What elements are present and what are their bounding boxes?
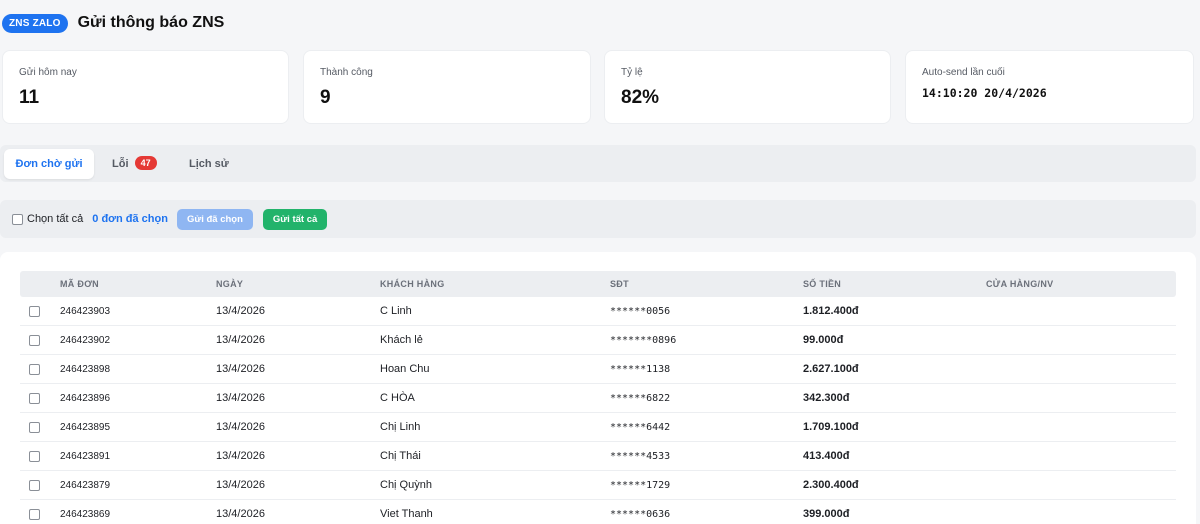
order-id-cell: 246423896 — [60, 393, 111, 404]
error-count-badge: 47 — [134, 156, 157, 170]
page-header: ZNS ZALO Gửi thông báo ZNS — [0, 11, 224, 35]
stat-value: 82% — [621, 87, 660, 108]
table-row[interactable]: 246423903 13/4/2026 C Linh ******0056 1.812.… — [20, 297, 1176, 326]
order-id-cell: 246423898 — [60, 364, 111, 375]
stat-card-success: Thành công 9 — [303, 50, 591, 124]
tab-history[interactable]: Lịch sử — [189, 158, 229, 170]
select-all-label: Chọn tất cả — [27, 213, 84, 225]
date-cell: 13/4/2026 — [216, 392, 265, 404]
amount-cell: 1.709.100đ — [803, 421, 859, 433]
column-header-phone: SĐT — [610, 279, 629, 289]
customer-cell: Chị Thái — [380, 450, 421, 462]
zns-zalo-badge: ZNS ZALO — [2, 13, 68, 33]
amount-cell: 342.300đ — [803, 392, 850, 404]
row-checkbox[interactable] — [29, 306, 40, 317]
row-checkbox[interactable] — [29, 364, 40, 375]
table-row[interactable]: 246423898 13/4/2026 Hoan Chu ******1138 2.62… — [20, 355, 1176, 384]
bulk-actions-bar: Chọn tất cả 0 đơn đã chọn Gửi đã chọn Gử… — [0, 200, 1196, 238]
date-cell: 13/4/2026 — [216, 421, 265, 433]
date-cell: 13/4/2026 — [216, 508, 265, 520]
phone-cell: ******1138 — [610, 364, 671, 375]
stat-value: 11 — [19, 87, 40, 108]
customer-cell: Chị Linh — [380, 421, 421, 433]
table-row[interactable]: 246423895 13/4/2026 Chị Linh ******6442 1.70… — [20, 413, 1176, 442]
column-header-order-id: MÃ ĐƠN — [60, 279, 99, 289]
stat-card-rate: Tỷ lệ 82% — [604, 50, 891, 124]
select-all-checkbox[interactable]: Chọn tất cả — [12, 213, 83, 225]
stats-row: Gửi hôm nay 11 Thành công 9 Tỷ lệ 82% Au… — [0, 50, 1200, 124]
send-selected-button[interactable]: Gửi đã chọn — [176, 208, 253, 230]
stat-card-last-auto-send: Auto-send lần cuối 14:10:20 20/4/2026 — [905, 50, 1194, 124]
stat-label: Auto-send lần cuối — [922, 67, 1005, 78]
row-checkbox[interactable] — [29, 393, 40, 404]
phone-cell: *******0896 — [610, 335, 677, 346]
order-id-cell: 246423903 — [60, 306, 111, 317]
customer-cell: Hoan Chu — [380, 363, 430, 375]
amount-cell: 413.400đ — [803, 450, 850, 462]
row-checkbox[interactable] — [29, 451, 40, 462]
amount-cell: 99.000đ — [803, 334, 844, 346]
selected-count: 0 đơn đã chọn — [92, 213, 168, 225]
order-id-cell: 246423879 — [60, 480, 111, 491]
table-row[interactable]: 246423891 13/4/2026 Chị Thái ******4533 413.… — [20, 442, 1176, 471]
page-title: Gửi thông báo ZNS — [77, 14, 225, 31]
customer-cell: Viet Thanh — [380, 508, 433, 520]
order-id-cell: 246423869 — [60, 509, 111, 520]
customer-cell: C Linh — [380, 305, 412, 317]
row-checkbox[interactable] — [29, 335, 40, 346]
stat-value: 9 — [320, 87, 331, 108]
table-header: MÃ ĐƠN NGÀY KHÁCH HÀNG SĐT SỐ TIỀN CỬA H… — [20, 271, 1176, 297]
amount-cell: 1.812.400đ — [803, 305, 859, 317]
tab-bar: Đơn chờ gửi Lỗi 47 Lịch sử — [0, 145, 1196, 182]
stat-label: Thành công — [320, 67, 373, 78]
phone-cell: ******0056 — [610, 306, 671, 317]
row-checkbox[interactable] — [29, 480, 40, 491]
tab-errors[interactable]: Lỗi 47 — [112, 149, 157, 179]
date-cell: 13/4/2026 — [216, 363, 265, 375]
order-id-cell: 246423891 — [60, 451, 111, 462]
date-cell: 13/4/2026 — [216, 334, 265, 346]
column-header-amount: SỐ TIỀN — [803, 279, 842, 289]
send-all-button[interactable]: Gửi tất cả — [262, 208, 328, 230]
column-header-customer: KHÁCH HÀNG — [380, 279, 445, 289]
stat-label: Tỷ lệ — [621, 67, 643, 78]
orders-table: MÃ ĐƠN NGÀY KHÁCH HÀNG SĐT SỐ TIỀN CỬA H… — [0, 252, 1196, 524]
row-checkbox[interactable] — [29, 422, 40, 433]
column-header-store: CỬA HÀNG/NV — [986, 279, 1054, 289]
checkbox-icon[interactable] — [12, 213, 23, 225]
column-header-date: NGÀY — [216, 279, 244, 289]
amount-cell: 399.000đ — [803, 508, 850, 520]
table-row[interactable]: 246423902 13/4/2026 Khách lẻ *******0896 99.… — [20, 326, 1176, 355]
customer-cell: Khách lẻ — [380, 334, 423, 346]
phone-cell: ******6822 — [610, 393, 671, 404]
date-cell: 13/4/2026 — [216, 479, 265, 491]
date-cell: 13/4/2026 — [216, 305, 265, 317]
phone-cell: ******6442 — [610, 422, 671, 433]
date-cell: 13/4/2026 — [216, 450, 265, 462]
stat-label: Gửi hôm nay — [19, 67, 77, 78]
table-row[interactable]: 246423896 13/4/2026 C HÒA ******6822 342.300… — [20, 384, 1176, 413]
amount-cell: 2.300.400đ — [803, 479, 859, 491]
tab-errors-label: Lỗi — [112, 158, 129, 170]
phone-cell: ******4533 — [610, 451, 671, 462]
row-checkbox[interactable] — [29, 509, 40, 520]
tab-pending-orders[interactable]: Đơn chờ gửi — [4, 149, 94, 179]
table-body: 246423903 13/4/2026 C Linh ******0056 1.812.… — [20, 297, 1176, 524]
amount-cell: 2.627.100đ — [803, 363, 859, 375]
table-row[interactable]: 246423869 13/4/2026 Viet Thanh ******0636 39… — [20, 500, 1176, 524]
stat-card-sent-today: Gửi hôm nay 11 — [2, 50, 289, 124]
phone-cell: ******0636 — [610, 509, 671, 520]
phone-cell: ******1729 — [610, 480, 671, 491]
customer-cell: C HÒA — [380, 392, 415, 404]
order-id-cell: 246423895 — [60, 422, 111, 433]
table-row[interactable]: 246423879 13/4/2026 Chị Quỳnh ******1729 2.3… — [20, 471, 1176, 500]
customer-cell: Chị Quỳnh — [380, 479, 432, 491]
stat-value: 14:10:20 20/4/2026 — [922, 86, 1047, 100]
order-id-cell: 246423902 — [60, 335, 111, 346]
